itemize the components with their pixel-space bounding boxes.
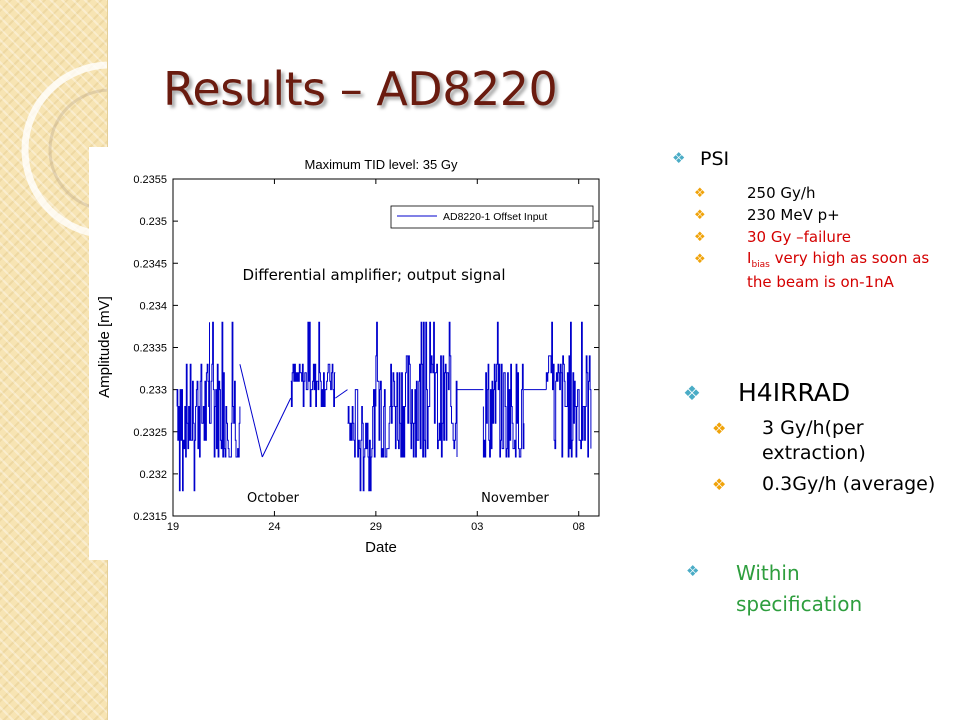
sidebar-ring-outer [21, 61, 107, 239]
y-tick-label: 0.2315 [133, 511, 167, 523]
diamond-bullet-icon: ❖ [683, 381, 701, 405]
psi-list: ❖ PSI [672, 148, 942, 178]
bias-symbol: I [747, 249, 752, 267]
psi-bias-text: Ibias very high as soon as the beam is o… [747, 250, 937, 291]
diamond-bullet-icon: ❖ [686, 562, 700, 580]
series-line-segment [290, 321, 336, 407]
within-specification-text: Within specification [736, 561, 863, 616]
series-line-segment [545, 321, 592, 458]
series-line-segment [335, 389, 348, 399]
diamond-bullet-icon: ❖ [694, 208, 706, 223]
series-line-segment [347, 389, 377, 492]
bias-description: very high as soon as the beam is on-1nA [747, 249, 930, 291]
psi-heading-item: ❖ PSI [672, 148, 942, 178]
diamond-bullet-icon: ❖ [694, 186, 706, 201]
psi-failure-text: 30 Gy –failure [747, 228, 852, 246]
y-tick-label: 0.235 [139, 216, 167, 228]
h4irrad-sublist: ❖ 3 Gy/h(per extraction) ❖ 0.3Gy/h (aver… [712, 416, 942, 528]
psi-item: ❖ 250 Gy/h [694, 184, 944, 206]
diamond-bullet-icon: ❖ [694, 252, 706, 267]
series-line-segment [261, 397, 292, 458]
x-axis-label: Date [365, 539, 397, 556]
y-tick-label: 0.2325 [133, 427, 167, 439]
legend-label: AD8220-1 Offset Input [443, 211, 547, 223]
y-tick-label: 0.234 [139, 300, 167, 312]
x-axis: 19 24 29 03 08 [167, 179, 585, 533]
chart-panel: Maximum TID level: 35 Gy 0.2315 0.232 0.23… [89, 147, 601, 560]
plot-area [172, 178, 600, 517]
h4irrad-list: ❖ H4IRRAD [683, 378, 953, 416]
psi-item-text: 230 MeV p+ [747, 206, 840, 224]
h4irrad-item-text: 3 Gy/h(per extraction) [762, 417, 866, 464]
sidebar-ring-inner [48, 88, 107, 212]
x-tick-label: 29 [370, 521, 382, 533]
y-tick-label: 0.2335 [133, 343, 167, 355]
h4irrad-item: ❖ 0.3Gy/h (average) [712, 472, 942, 528]
h4irrad-heading-item: ❖ H4IRRAD [683, 378, 953, 416]
series-line-segment [239, 364, 263, 458]
x-tick-label: 24 [268, 521, 280, 533]
legend-box [390, 205, 594, 229]
y-tick-label: 0.233 [139, 385, 167, 397]
legend: AD8220-1 Offset Input [390, 205, 594, 229]
h4irrad-heading: H4IRRAD [738, 378, 851, 407]
psi-item-text: 250 Gy/h [747, 184, 816, 202]
sidebar-swirl [21, 61, 107, 239]
series-line-segment [482, 321, 525, 458]
month-label-october: October [247, 491, 300, 506]
psi-heading: PSI [700, 148, 730, 170]
month-label-november: November [481, 491, 549, 506]
diamond-bullet-icon: ❖ [694, 230, 706, 245]
series-line-segment [209, 321, 241, 458]
h4irrad-item: ❖ 3 Gy/h(per extraction) [712, 416, 942, 472]
psi-bias-item: ❖ Ibias very high as soon as the beam is… [694, 250, 944, 310]
diamond-bullet-icon: ❖ [712, 475, 727, 494]
slide-title: Results – AD8220 [163, 62, 558, 116]
chart-annotation: Differential amplifier; output signal [243, 266, 506, 284]
diamond-bullet-icon: ❖ [712, 419, 727, 438]
bias-subscript: bias [751, 260, 770, 270]
x-tick-label: 19 [167, 521, 179, 533]
psi-item: ❖ 30 Gy –failure [694, 228, 944, 250]
psi-sublist: ❖ 250 Gy/h ❖ 230 MeV p+ ❖ 30 Gy –failure… [694, 184, 944, 310]
x-tick-label: 03 [471, 521, 483, 533]
series-line-segment [176, 322, 210, 492]
chart-title: Maximum TID level: 35 Gy [305, 157, 458, 172]
y-tick-label: 0.2355 [133, 174, 167, 186]
y-tick-label: 0.2345 [133, 258, 167, 270]
chart: Maximum TID level: 35 Gy 0.23150.2320.23… [96, 157, 600, 556]
y-axis-label: Amplitude [mV] [96, 296, 113, 398]
y-tick-label: 0.232 [139, 469, 167, 481]
x-tick-label: 08 [573, 521, 585, 533]
psi-item: ❖ 230 MeV p+ [694, 206, 944, 228]
h4irrad-item-text: 0.3Gy/h (average) [762, 473, 936, 495]
diamond-bullet-icon: ❖ [672, 149, 686, 167]
conclusion-list: ❖ Within specification [686, 558, 946, 622]
series-lines [176, 321, 592, 492]
conclusion-item: ❖ Within specification [686, 558, 946, 622]
y-axis: 0.2315 0.232 0.2325 0.233 0.2335 0.234 0.2345 0… [133, 174, 599, 523]
series-line-segment [375, 321, 458, 458]
